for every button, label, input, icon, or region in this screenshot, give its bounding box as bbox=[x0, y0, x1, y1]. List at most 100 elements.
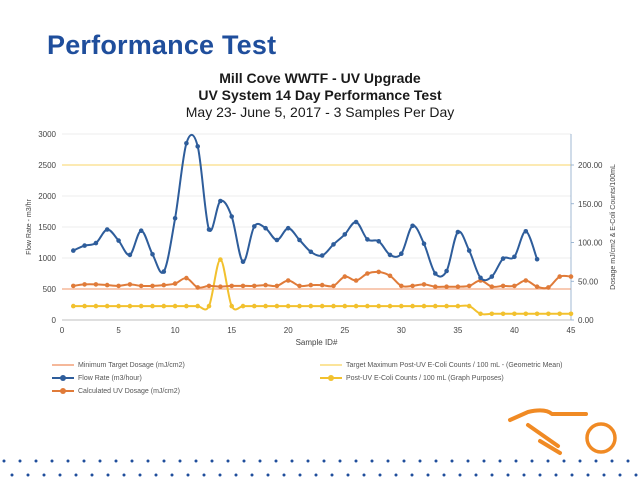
x-tick-label: 35 bbox=[453, 326, 462, 335]
flow-rate-point bbox=[297, 237, 302, 243]
ecoli-counts-point bbox=[546, 311, 551, 317]
flow-rate-point bbox=[172, 216, 178, 221]
decor-dot bbox=[170, 473, 174, 477]
uv-dosage-point bbox=[71, 283, 76, 289]
decor-dot bbox=[442, 473, 446, 477]
decor-dot bbox=[402, 459, 406, 463]
logo-stroke-top bbox=[508, 408, 588, 422]
ecoli-counts-point bbox=[206, 303, 212, 309]
slide-decoration bbox=[2, 408, 638, 477]
decor-dot bbox=[522, 473, 526, 477]
y-left-tick-label: 1000 bbox=[38, 254, 56, 263]
decor-dot bbox=[50, 459, 54, 463]
decor-dot bbox=[338, 459, 342, 463]
decor-dot bbox=[578, 459, 582, 463]
decor-dot bbox=[234, 473, 238, 477]
decor-dot bbox=[186, 473, 190, 477]
decor-dot bbox=[298, 473, 302, 477]
decor-dot bbox=[634, 473, 638, 477]
flow-rate-point bbox=[218, 198, 223, 204]
ecoli-counts-point bbox=[365, 303, 370, 309]
decor-dot bbox=[378, 473, 382, 477]
flow-rate-point bbox=[104, 227, 110, 232]
ecoli-counts-point bbox=[116, 303, 121, 309]
decor-dot bbox=[546, 459, 550, 463]
ecoli-counts-point bbox=[387, 303, 393, 309]
uv-dosage-point bbox=[138, 283, 144, 289]
uv-dosage-point bbox=[365, 271, 370, 276]
ecoli-counts-point bbox=[308, 303, 314, 309]
decor-dot bbox=[314, 473, 318, 477]
decor-dot bbox=[586, 473, 590, 477]
decor-dot bbox=[98, 459, 102, 463]
decor-dot bbox=[554, 473, 558, 477]
flow-rate-point bbox=[399, 251, 404, 256]
flow-rate-point bbox=[466, 248, 472, 253]
y-left-tick-label: 2500 bbox=[38, 161, 56, 170]
decor-dot bbox=[562, 459, 566, 463]
uv-dosage-point bbox=[240, 283, 246, 289]
flow-rate-point bbox=[387, 252, 393, 258]
decor-dot bbox=[282, 473, 286, 477]
decor-dot bbox=[618, 473, 622, 477]
uv-dosage-point bbox=[557, 274, 562, 279]
flow-rate-point bbox=[71, 248, 76, 253]
y-left-tick-label: 2000 bbox=[38, 192, 56, 201]
y-right-tick-label: 150.00 bbox=[578, 200, 603, 209]
y-right-tick-label: 200.00 bbox=[578, 161, 603, 170]
flow-rate-point bbox=[229, 214, 234, 219]
flow-rate-point bbox=[319, 253, 325, 258]
flow-rate-point bbox=[161, 269, 167, 274]
uv-dosage-point bbox=[512, 283, 517, 289]
decor-dot bbox=[370, 459, 374, 463]
decor-dot bbox=[226, 459, 230, 463]
decor-dot bbox=[274, 459, 278, 463]
flow-rate-point bbox=[512, 254, 517, 260]
ecoli-counts-point bbox=[104, 303, 110, 309]
uv-dosage-point bbox=[82, 282, 87, 287]
uv-dosage-point bbox=[161, 282, 167, 288]
ecoli-counts-point bbox=[150, 303, 155, 309]
decor-dot bbox=[58, 473, 62, 477]
decor-dot bbox=[418, 459, 422, 463]
uv-dosage-point bbox=[399, 283, 404, 289]
logo-stroke-diagonal bbox=[526, 423, 560, 448]
ecoli-counts-point bbox=[455, 303, 461, 309]
decor-dot bbox=[26, 473, 30, 477]
ecoli-counts-point bbox=[285, 303, 291, 309]
ecoli-counts-point bbox=[263, 303, 268, 309]
ecoli-counts-point bbox=[195, 303, 200, 309]
decor-dot bbox=[362, 473, 366, 477]
decor-dot bbox=[34, 459, 38, 463]
uv-dosage-point bbox=[150, 283, 155, 289]
ecoli-counts-point bbox=[353, 303, 359, 309]
decor-dot bbox=[2, 459, 6, 463]
flow-rate-line bbox=[72, 133, 539, 282]
uv-dosage-point bbox=[297, 283, 302, 289]
flow-rate-point bbox=[365, 237, 370, 242]
ecoli-counts-point bbox=[466, 303, 472, 309]
decor-dot bbox=[394, 473, 398, 477]
flow-rate-point bbox=[116, 238, 121, 243]
slide-title: Performance Test bbox=[47, 30, 277, 60]
chart-axes: 0 500 1000 1500 2000 2500 3000 0.00 50.00 100.00 1… bbox=[26, 130, 617, 347]
y-right-axis-label: Dosage mJ/cm2 & E-Coli Counts/100mL bbox=[610, 164, 617, 290]
decor-dot bbox=[218, 473, 222, 477]
ecoli-counts-point bbox=[376, 303, 382, 309]
decor-dot bbox=[258, 459, 262, 463]
decor-dot bbox=[10, 473, 14, 477]
ecoli-counts-point bbox=[478, 311, 483, 317]
uv-dosage-point bbox=[455, 284, 461, 290]
uv-dosage-point bbox=[331, 283, 336, 289]
uv-dosage-point bbox=[127, 282, 133, 287]
logo-stroke-diagonal-2 bbox=[538, 439, 562, 455]
flow-rate-point bbox=[353, 219, 359, 225]
uv-dosage-point bbox=[546, 285, 551, 290]
y-left-tick-label: 3000 bbox=[38, 130, 56, 139]
decor-dot bbox=[482, 459, 486, 463]
decor-dot bbox=[306, 459, 310, 463]
uv-dosage-point bbox=[252, 283, 257, 289]
uv-dosage-point bbox=[568, 274, 574, 279]
decor-dot bbox=[266, 473, 270, 477]
decor-dot bbox=[106, 473, 110, 477]
